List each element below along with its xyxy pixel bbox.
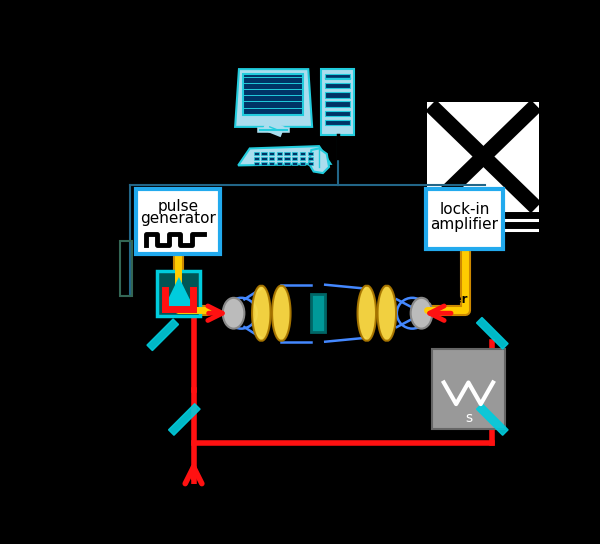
Bar: [269, 152, 274, 154]
Bar: [284, 162, 290, 165]
Bar: [427, 102, 539, 233]
Bar: [277, 162, 282, 165]
Bar: [325, 83, 350, 88]
Polygon shape: [272, 286, 290, 341]
Bar: [243, 74, 303, 115]
Polygon shape: [377, 286, 396, 341]
Ellipse shape: [223, 298, 244, 329]
FancyBboxPatch shape: [426, 189, 503, 249]
Bar: [284, 152, 290, 154]
Bar: [119, 241, 132, 296]
Bar: [262, 162, 266, 165]
Bar: [269, 157, 274, 160]
Text: lock-in: lock-in: [439, 202, 490, 217]
Bar: [284, 157, 290, 160]
Bar: [325, 111, 350, 116]
Bar: [322, 69, 354, 134]
Bar: [269, 162, 274, 165]
Bar: [308, 162, 313, 165]
FancyBboxPatch shape: [136, 189, 220, 254]
Polygon shape: [309, 149, 329, 173]
Bar: [262, 152, 266, 154]
Bar: [325, 92, 350, 97]
Bar: [308, 152, 313, 154]
Text: generator: generator: [140, 211, 216, 226]
Polygon shape: [476, 318, 508, 349]
Bar: [254, 162, 259, 165]
Polygon shape: [476, 404, 508, 435]
Bar: [292, 152, 298, 154]
Bar: [325, 102, 350, 107]
Polygon shape: [238, 146, 331, 165]
Text: pulse: pulse: [158, 200, 199, 214]
Bar: [277, 152, 282, 154]
Text: amplifier: amplifier: [431, 217, 499, 232]
Bar: [300, 162, 305, 165]
Polygon shape: [358, 286, 376, 341]
Polygon shape: [235, 69, 312, 127]
Bar: [300, 157, 305, 160]
Bar: [300, 152, 305, 154]
Ellipse shape: [410, 298, 432, 329]
Bar: [292, 157, 298, 160]
Bar: [262, 157, 266, 160]
Bar: [277, 157, 282, 160]
Polygon shape: [169, 404, 200, 435]
Bar: [325, 120, 350, 125]
Bar: [292, 162, 298, 165]
Bar: [157, 271, 200, 316]
Polygon shape: [252, 286, 271, 341]
Text: s: s: [465, 411, 472, 425]
Bar: [432, 349, 505, 430]
Text: CA
ceiver: CA ceiver: [428, 279, 468, 306]
Polygon shape: [162, 277, 196, 312]
Bar: [254, 152, 259, 154]
Bar: [311, 294, 325, 332]
Bar: [325, 74, 350, 79]
Polygon shape: [147, 319, 179, 350]
Bar: [308, 157, 313, 160]
Bar: [254, 157, 259, 160]
